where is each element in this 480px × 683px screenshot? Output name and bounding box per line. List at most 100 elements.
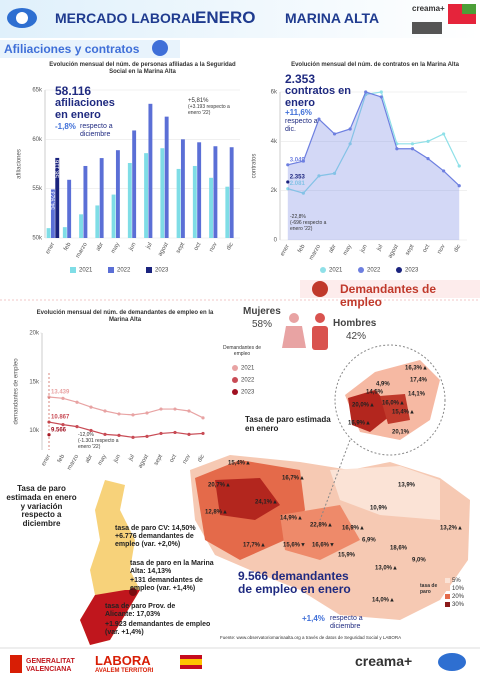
header-month: ENERO bbox=[195, 8, 256, 27]
legend-label: 2023 bbox=[241, 390, 255, 396]
regional-item: tasa de paro en la Marina Alta: 14,13% bbox=[130, 560, 214, 575]
x-tick-label: marzo bbox=[75, 241, 89, 259]
y-tick-label: 50k bbox=[32, 236, 43, 242]
chart-title: Evolución mensual del núm. de personas a… bbox=[49, 62, 236, 75]
y-axis-label: contratos bbox=[252, 154, 258, 179]
annotation: contratos en enero bbox=[285, 85, 352, 110]
legend-swatch bbox=[108, 267, 114, 273]
marker bbox=[173, 407, 177, 411]
logo-eye bbox=[16, 12, 28, 24]
marker bbox=[75, 400, 79, 404]
marker bbox=[317, 174, 321, 178]
regional-title: Tasa de paro estimada en enero y variaci… bbox=[6, 484, 77, 529]
section-title: Afiliaciones y contratos bbox=[4, 42, 140, 56]
annotation: afiliaciones en enero bbox=[55, 97, 115, 122]
legend-swatch bbox=[445, 586, 450, 591]
marker bbox=[131, 435, 135, 439]
inset-label: 15,4%▲ bbox=[392, 410, 415, 416]
x-tick-label: marzo bbox=[309, 243, 323, 261]
map-label: 16,7%▲ bbox=[282, 476, 305, 482]
legend-swatch bbox=[445, 594, 450, 599]
x-tick-label: sept bbox=[153, 454, 164, 467]
y-tick-label: 55k bbox=[32, 186, 43, 192]
logo bbox=[438, 653, 466, 671]
bar bbox=[95, 205, 100, 238]
x-tick-label: oct bbox=[169, 454, 178, 464]
inset-label: 16,9%▲ bbox=[348, 421, 371, 427]
marker bbox=[457, 184, 461, 188]
value-label: 58.116 bbox=[55, 159, 61, 178]
legend-swatch bbox=[320, 267, 326, 273]
alicante-region bbox=[80, 590, 140, 645]
bar bbox=[213, 146, 218, 238]
people-icon bbox=[312, 281, 328, 297]
marker bbox=[426, 139, 430, 143]
marker bbox=[348, 142, 352, 146]
inset-label: 16,3%▲ bbox=[405, 366, 428, 372]
y-tick-label: 2k bbox=[271, 188, 278, 194]
legend-label: 2021 bbox=[241, 366, 255, 372]
legend-swatch bbox=[232, 377, 238, 383]
marker bbox=[75, 425, 79, 429]
marker bbox=[159, 431, 163, 436]
map-label: 18,6% bbox=[390, 546, 408, 552]
bar bbox=[176, 168, 181, 238]
footer-gva: GENERALITAT bbox=[26, 658, 75, 665]
footer-brand: creama+ bbox=[355, 653, 413, 669]
x-tick-label: marzo bbox=[67, 453, 81, 471]
legend-swatch bbox=[232, 365, 238, 371]
value-label: 54.923 bbox=[50, 191, 56, 210]
line bbox=[48, 421, 204, 438]
annotation: respecto a diciembre bbox=[80, 123, 113, 138]
map-legend-label: 20% bbox=[452, 594, 465, 600]
marker bbox=[173, 430, 177, 435]
x-tick-label: jun bbox=[128, 242, 138, 253]
inset-region bbox=[380, 394, 410, 424]
legend-label: 2022 bbox=[241, 378, 255, 384]
gva-logo bbox=[10, 655, 22, 673]
regional-item: +1.923 demandantes de empleo (var. +1,4%… bbox=[105, 621, 211, 636]
bar bbox=[197, 142, 202, 238]
legend-swatch bbox=[232, 389, 238, 395]
x-tick-label: sept bbox=[405, 244, 416, 257]
marker bbox=[442, 132, 446, 136]
bar bbox=[67, 179, 72, 238]
x-tick-label: feb bbox=[297, 243, 307, 254]
man-icon bbox=[315, 313, 325, 323]
marker bbox=[61, 423, 65, 427]
annotation: +11,6% bbox=[285, 108, 312, 117]
y-tick-label: 6k bbox=[271, 90, 278, 96]
annotation: -1,8% bbox=[55, 122, 76, 131]
marker bbox=[364, 90, 368, 94]
x-tick-label: jul bbox=[127, 454, 136, 463]
bar bbox=[209, 177, 214, 238]
y-tick-label: 4k bbox=[271, 139, 278, 145]
bar bbox=[144, 153, 149, 238]
x-tick-label: abr bbox=[328, 244, 338, 255]
annotation: -22,8% bbox=[290, 214, 306, 220]
marker bbox=[117, 412, 121, 416]
regional-item: tasa de paro CV: 14,50% bbox=[115, 525, 196, 532]
regional-item: tasa de paro Prov. de Alicante: 17,03% bbox=[105, 603, 176, 618]
x-tick-label: jun bbox=[359, 244, 369, 255]
x-tick-label: agost bbox=[157, 242, 170, 258]
marker bbox=[286, 163, 290, 167]
marker bbox=[410, 147, 415, 151]
line bbox=[287, 91, 460, 194]
x-tick-label: dic bbox=[226, 242, 235, 252]
marker bbox=[395, 147, 399, 151]
bar bbox=[99, 158, 104, 238]
chart-title: Evolución mensual del núm. de demandante… bbox=[36, 310, 214, 323]
marker bbox=[117, 433, 121, 437]
source: Fuente: www.observatoriomarinaalta.org a… bbox=[220, 635, 402, 640]
woman-icon bbox=[289, 313, 299, 323]
y-tick-label: 0 bbox=[274, 238, 278, 244]
x-tick-label: ener bbox=[41, 454, 52, 467]
marker bbox=[89, 428, 93, 433]
marker bbox=[187, 432, 191, 436]
inset-label: 17,4% bbox=[410, 378, 428, 384]
bar bbox=[164, 116, 169, 238]
men-share: 42% bbox=[346, 331, 367, 342]
map-label: 13,2%▲ bbox=[440, 526, 463, 532]
map-label: 22,8%▲ bbox=[310, 523, 333, 529]
